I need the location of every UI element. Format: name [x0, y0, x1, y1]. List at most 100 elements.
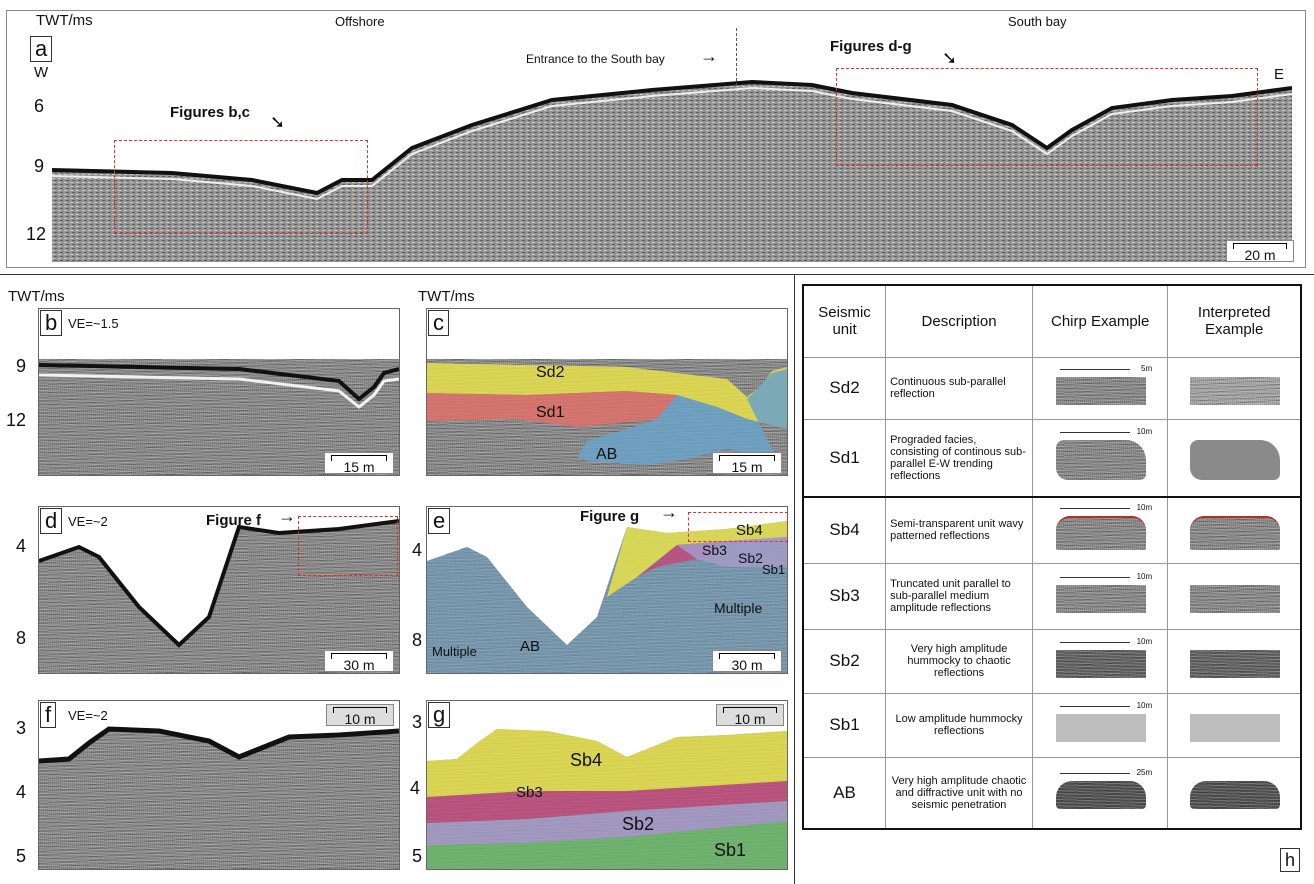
panel-c [426, 308, 788, 476]
box-figures-dg [836, 68, 1258, 166]
interpreted-example [1167, 756, 1302, 830]
panel-e [426, 506, 788, 674]
table-row: AB Very high amplitude chaotic and diffr… [802, 756, 1302, 830]
divider-horizontal [0, 274, 1314, 275]
unit-label-ab: AB [520, 638, 541, 655]
unit-label-sb3: Sb3 [516, 784, 543, 801]
unit-description: Prograded facies, consisting of continou… [885, 418, 1033, 498]
unit-label-sb1: Sb1 [762, 562, 786, 577]
scale-bar-g: 10 m [716, 704, 784, 727]
unit-label-sb2: Sb2 [622, 814, 655, 834]
unit-label-multiple-right: Multiple [714, 600, 763, 616]
annotation-entrance: Entrance to the South bay [526, 52, 665, 66]
unit-label-sb4: Sb4 [570, 750, 603, 770]
divider-vertical [794, 274, 795, 884]
header-offshore: Offshore [335, 14, 385, 29]
box-figure-f [298, 516, 398, 576]
table-header-row: Seismic unit Description Chirp Example I… [802, 284, 1302, 358]
arrow-icon: ➘ [270, 112, 286, 132]
tick-b-12: 12 [6, 410, 27, 430]
table-row: Sd2 Continuous sub-parallel reflection 5… [802, 356, 1302, 420]
panel-label-f: f [40, 702, 57, 728]
panel-a-border [6, 10, 1306, 268]
chirp-example: 10m [1031, 562, 1169, 630]
interpreted-example [1167, 496, 1302, 564]
chirp-example: 10m [1031, 628, 1169, 694]
unit-label-ab: AB [596, 446, 618, 463]
scale-bar-f: 10 m [326, 704, 394, 727]
panel-label-h: h [1280, 848, 1301, 872]
tick-a-9: 9 [34, 156, 45, 176]
table-row: Sb1 Low amplitude hummocky reflections 1… [802, 692, 1302, 758]
unit-description: Semi-transparent unit wavy patterned ref… [885, 496, 1033, 564]
unit-label-sd2: Sd2 [536, 364, 565, 381]
unit-code: Sb3 [802, 562, 887, 630]
interpreted-example [1167, 356, 1302, 420]
chirp-example: 5m [1031, 356, 1169, 420]
panel-label-e: e [428, 508, 451, 534]
arrow-icon: ➘ [942, 48, 958, 68]
panel-b [38, 308, 400, 476]
ve-label-d: VE=~2 [68, 514, 108, 529]
entrance-line [736, 28, 737, 86]
annotation-figures-bc: Figures b,c [170, 104, 251, 121]
table-row: Sd1 Prograded facies, consisting of cont… [802, 418, 1302, 498]
arrow-right-icon: → [700, 46, 718, 66]
box-figure-g [688, 512, 788, 542]
header-description: Description [885, 284, 1033, 358]
box-figures-bc [114, 140, 368, 234]
annotation-figures-dg: Figures d-g [830, 38, 912, 55]
unit-description: Very high amplitude hummocky to chaotic … [885, 628, 1033, 694]
tick-a-12: 12 [26, 224, 47, 244]
chirp-example: 10m [1031, 496, 1169, 564]
interpreted-example [1167, 692, 1302, 758]
unit-label-sd1: Sd1 [536, 404, 565, 421]
unit-code: AB [802, 756, 887, 830]
tick-a-6: 6 [34, 96, 45, 116]
y-axis-label: TWT/ms [36, 12, 93, 29]
header-south-bay: South bay [1008, 14, 1067, 29]
panel-label-c: c [428, 310, 449, 336]
unit-code: Sb4 [802, 496, 887, 564]
tick-f-4: 4 [16, 782, 27, 802]
tick-g-4: 4 [410, 778, 421, 798]
scale-bar-e: 30 m [712, 650, 782, 673]
tick-g-3: 3 [412, 712, 423, 732]
unit-description: Low amplitude hummocky reflections [885, 692, 1033, 758]
panel-label-a: a [30, 36, 53, 62]
interpreted-example [1167, 562, 1302, 630]
annotation-figure-f: Figure f [206, 512, 261, 529]
interpreted-example [1167, 628, 1302, 694]
seismic-units-table: Seismic unit Description Chirp Example I… [802, 284, 1302, 830]
header-seismic-unit: Seismic unit [802, 284, 887, 358]
y-axis-label-c: TWT/ms [418, 288, 475, 305]
unit-code: Sd1 [802, 418, 887, 498]
tick-f-5: 5 [16, 846, 27, 866]
ve-label-b: VE=~1.5 [68, 316, 119, 331]
unit-code: Sb2 [802, 628, 887, 694]
arrow-right-icon: → [278, 506, 296, 526]
panel-a-profile [52, 79, 1292, 262]
scale-bar-a: 20 m [1226, 240, 1294, 263]
chirp-example: 25m [1031, 756, 1169, 830]
panel-label-g: g [428, 702, 451, 728]
panel-label-b: b [40, 310, 63, 336]
y-axis-label-b: TWT/ms [8, 288, 65, 305]
table-row: Sb3 Truncated unit parallel to sub-paral… [802, 562, 1302, 630]
direction-west: W [34, 64, 49, 81]
chirp-example: 10m [1031, 418, 1169, 498]
unit-label-sb1: Sb1 [714, 840, 747, 860]
direction-east: E [1274, 66, 1285, 83]
table-row: Sb4 Semi-transparent unit wavy patterned… [802, 496, 1302, 564]
unit-label-sb4: Sb4 [736, 522, 763, 539]
tick-g-5: 5 [412, 846, 423, 866]
unit-description: Truncated unit parallel to sub-parallel … [885, 562, 1033, 630]
interpreted-example [1167, 418, 1302, 498]
tick-e-8: 8 [412, 630, 423, 650]
header-interpreted-example: Interpreted Example [1167, 284, 1302, 358]
tick-e-4: 4 [412, 540, 423, 560]
table-row: Sb2 Very high amplitude hummocky to chao… [802, 628, 1302, 694]
arrow-right-icon: → [660, 502, 678, 522]
panel-d [38, 506, 400, 674]
ve-label-f: VE=~2 [68, 708, 108, 723]
